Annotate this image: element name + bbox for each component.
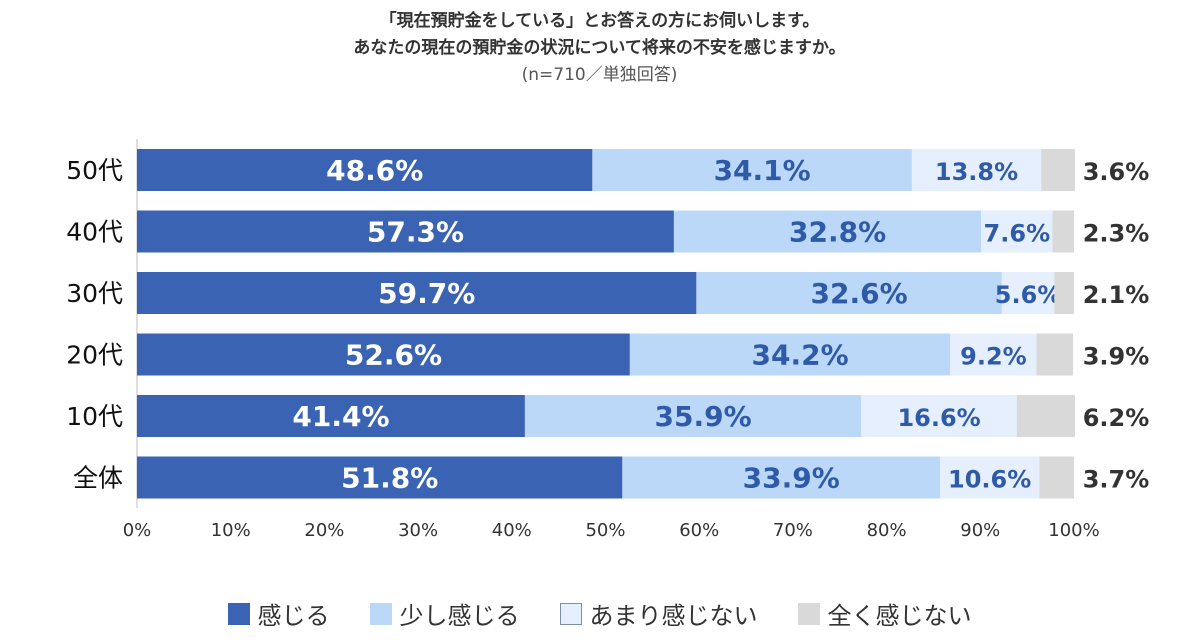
bar-segment: [1052, 210, 1074, 253]
bar-segment: [1001, 272, 1055, 314]
legend-swatch: [559, 602, 582, 625]
data-label: 3.7%: [1083, 466, 1150, 494]
bar-segment: [861, 395, 1017, 437]
legend-item: 全く感じない: [797, 596, 972, 631]
data-label: 34.2%: [752, 339, 849, 372]
x-tick-label: 90%: [960, 520, 1000, 541]
chart-title-line2: あなたの現在の預貯金の状況について将来の不安を感じますか。: [353, 38, 846, 58]
chart-subtitle: (n=710／単独回答): [521, 65, 678, 85]
data-label: 33.9%: [743, 462, 840, 495]
legend-label: あまり感じない: [589, 602, 758, 630]
x-tick-label: 30%: [398, 520, 438, 541]
data-label: 13.8%: [935, 158, 1018, 186]
bar-segment: [592, 149, 912, 191]
data-label: 6.2%: [1083, 404, 1150, 432]
legend-label: 感じる: [257, 602, 330, 630]
legend-swatch: [797, 602, 820, 625]
data-label: 9.2%: [960, 343, 1027, 371]
bar-segment: [1036, 333, 1074, 376]
x-tick-label: 10%: [211, 520, 251, 541]
legend-item: 感じる: [227, 596, 330, 631]
x-tick-label: 50%: [585, 520, 625, 541]
category-label: 30代: [66, 279, 123, 308]
data-label: 59.7%: [378, 277, 475, 310]
legend-label: 少し感じる: [399, 602, 520, 630]
legend-swatch: [227, 602, 250, 625]
bar-segment: [1016, 395, 1075, 437]
bar-segment: [137, 210, 674, 253]
legend-item: あまり感じない: [559, 596, 758, 631]
data-label: 57.3%: [367, 216, 464, 249]
x-tick-label: 80%: [867, 520, 907, 541]
data-label: 35.9%: [655, 400, 752, 433]
legend-swatch: [369, 602, 392, 625]
stacked-bar-chart: 50代 48.6% 34.1% 13.8% 3.6% 40代 57.3% 32.8% 7.6% 2…: [66, 139, 1150, 541]
bar-segment: [950, 333, 1037, 376]
data-label: 51.8%: [341, 462, 438, 495]
chart-legend: 感じる 少し感じる あまり感じない 全く感じない: [0, 596, 1199, 631]
bar-segment: [137, 272, 697, 314]
bar-segment: [629, 333, 951, 376]
data-label: 3.9%: [1083, 343, 1150, 371]
bar-segment: [696, 272, 1002, 314]
data-label: 32.6%: [811, 277, 908, 310]
legend-item: 少し感じる: [369, 596, 520, 631]
x-tick-label: 70%: [773, 520, 813, 541]
data-label: 52.6%: [345, 339, 442, 372]
data-label: 5.6%: [995, 281, 1062, 309]
x-tick-label: 100%: [1048, 520, 1099, 541]
bar-segment: [673, 210, 982, 253]
chart-title-line1: 「現在預貯金をしている」とお答えの方にお伺いします。: [379, 11, 820, 31]
category-label: 全体: [73, 464, 123, 493]
bar-segment: [524, 395, 862, 437]
bar-segment: [1041, 149, 1075, 191]
x-tick-label: 40%: [492, 520, 532, 541]
x-tick-label: 60%: [679, 520, 719, 541]
data-label: 16.6%: [897, 404, 980, 432]
x-tick-label: 0%: [123, 520, 152, 541]
bar-segment: [622, 456, 941, 499]
category-label: 40代: [66, 218, 123, 247]
legend-label: 全く感じない: [827, 602, 972, 630]
bar-segment: [981, 210, 1053, 253]
category-label: 20代: [66, 341, 123, 370]
data-label: 3.6%: [1083, 158, 1150, 186]
data-label: 34.1%: [714, 154, 811, 187]
data-label: 48.6%: [326, 154, 423, 187]
bar-segment: [1039, 456, 1074, 499]
x-tick-label: 20%: [304, 520, 344, 541]
data-label: 32.8%: [789, 216, 886, 249]
bar-segment: [137, 395, 525, 437]
data-label: 7.6%: [984, 220, 1051, 248]
bar-segment: [911, 149, 1042, 191]
data-label: 2.1%: [1083, 281, 1150, 309]
data-label: 41.4%: [292, 400, 389, 433]
category-label: 10代: [66, 402, 123, 431]
bar-segment: [137, 149, 593, 191]
bar-segment: [1054, 272, 1074, 314]
category-label: 50代: [66, 156, 123, 185]
bar-segment: [137, 333, 630, 376]
data-label: 2.3%: [1083, 220, 1150, 248]
bar-segment: [940, 456, 1040, 499]
data-label: 10.6%: [948, 466, 1031, 494]
bar-segment: [137, 456, 623, 499]
